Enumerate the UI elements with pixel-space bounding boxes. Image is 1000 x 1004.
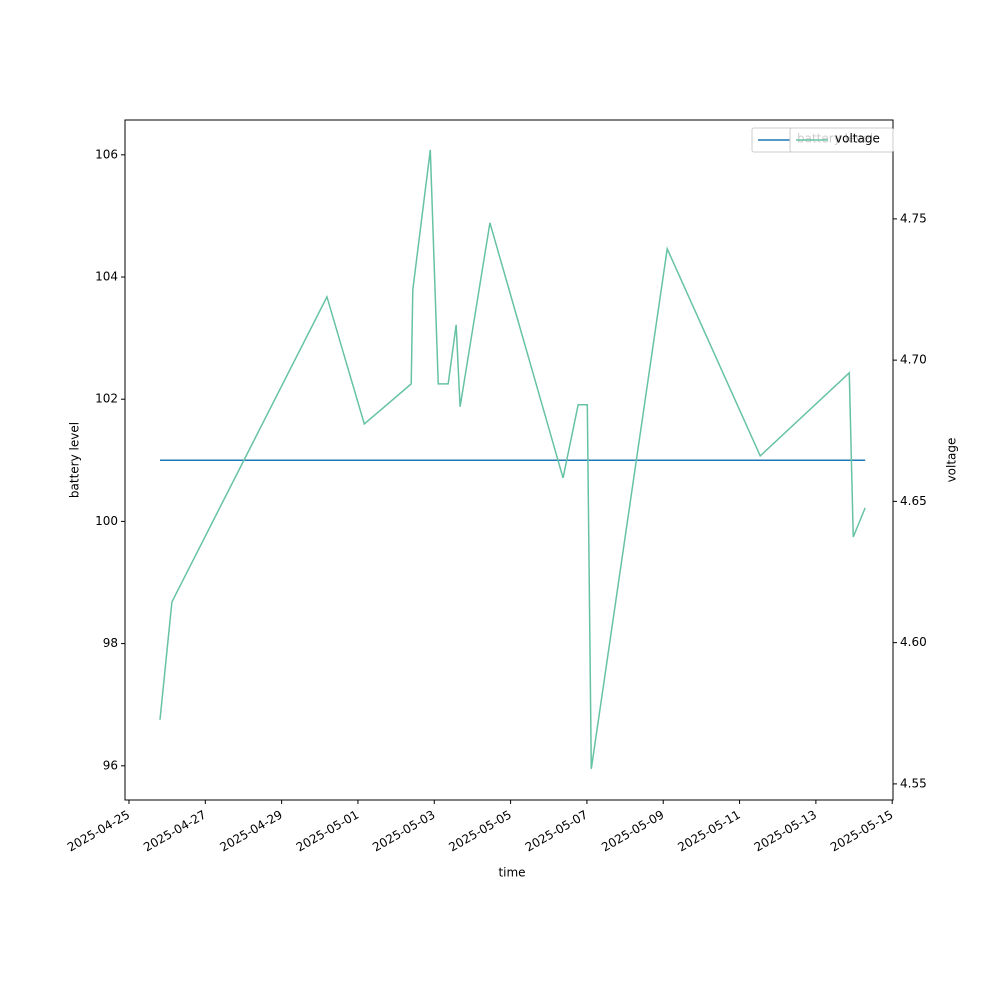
x-tick-label: 2025-04-29 (217, 808, 284, 855)
x-axis-label: time (498, 866, 525, 880)
y-tick-label: 102 (95, 392, 118, 406)
x-tick-label: 2025-05-09 (599, 808, 666, 855)
y2-tick-label: 4.65 (900, 494, 927, 508)
y2-tick-label: 4.70 (900, 353, 927, 367)
y2-axis-label: voltage (945, 438, 959, 483)
x-tick-label: 2025-04-25 (65, 808, 132, 855)
y-tick-label: 96 (103, 758, 118, 772)
y2-tick-label: 4.75 (900, 211, 927, 225)
line-series (159, 149, 866, 770)
y-tick-label: 104 (95, 270, 118, 284)
y-axis-label: battery level (68, 422, 82, 498)
y2-tick-label: 4.55 (900, 776, 927, 790)
x-tick-label: 2025-05-07 (523, 808, 590, 855)
x-tick-label: 2025-05-05 (446, 808, 513, 855)
x-tick-label: 2025-05-15 (828, 808, 895, 855)
legend-label: voltage (835, 132, 880, 146)
y-tick-label: 106 (95, 147, 118, 161)
x-tick-label: 2025-05-13 (752, 808, 819, 855)
x-tick-label: 2025-05-01 (294, 808, 361, 855)
plot-frame (124, 119, 894, 801)
x-tick-label: 2025-05-11 (675, 808, 742, 855)
x-tick-label: 2025-05-03 (370, 808, 437, 855)
y-tick-label: 100 (95, 514, 118, 528)
y-tick-label: 98 (103, 636, 118, 650)
x-tick-label: 2025-04-27 (141, 808, 208, 855)
y2-tick-label: 4.60 (900, 635, 927, 649)
legend-box (789, 127, 894, 153)
